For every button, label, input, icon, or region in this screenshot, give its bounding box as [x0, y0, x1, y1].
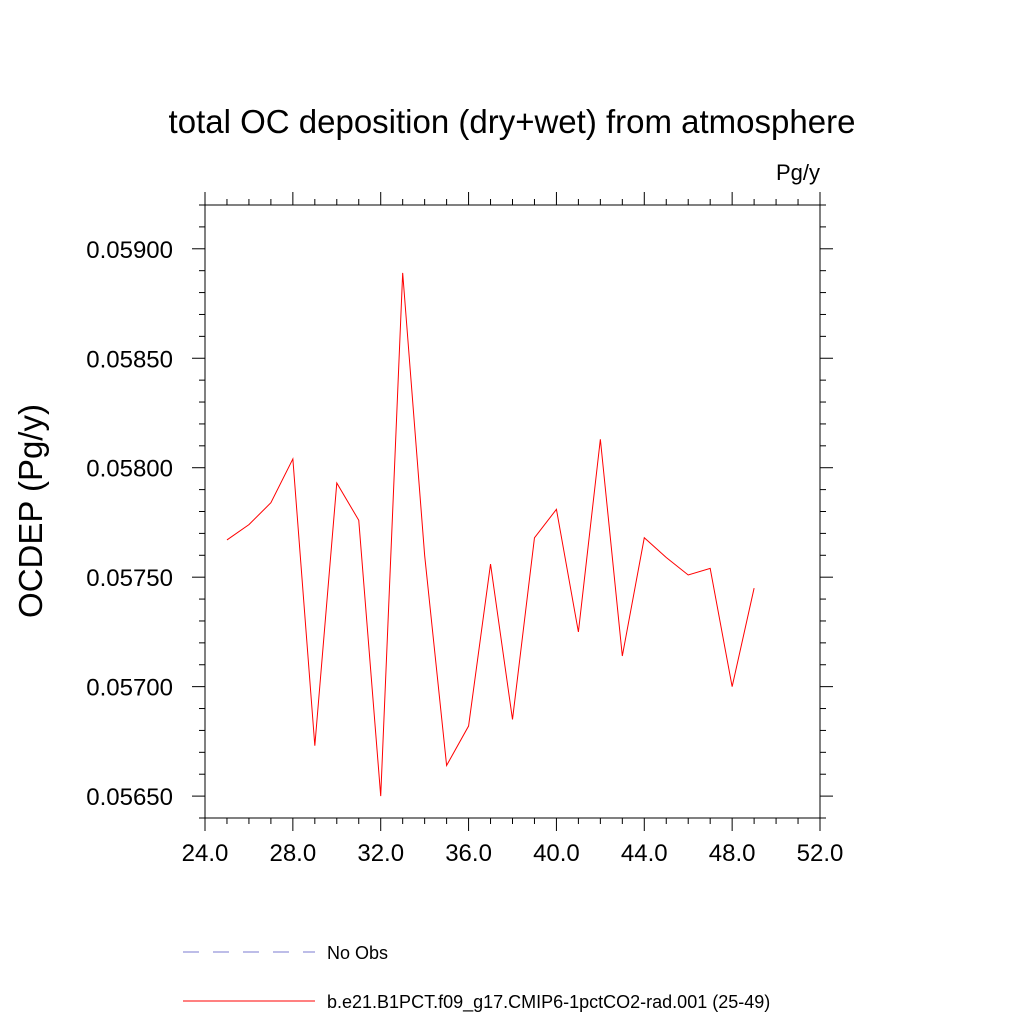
x-tick-label: 44.0 [621, 840, 668, 867]
legend: No Obs b.e21.B1PCT.f09_g17.CMIP6-1pctCO2-… [183, 943, 770, 1013]
legend-label: b.e21.B1PCT.f09_g17.CMIP6-1pctCO2-rad.00… [327, 992, 770, 1013]
chart-title: total OC deposition (dry+wet) from atmos… [169, 103, 856, 140]
y-tick-label: 0.05850 [86, 346, 173, 373]
x-tick-label: 28.0 [269, 840, 316, 867]
x-tick-label: 52.0 [797, 840, 844, 867]
x-tick-label: 48.0 [709, 840, 756, 867]
y-tick-label: 0.05900 [86, 237, 173, 264]
x-tick-label: 32.0 [357, 840, 404, 867]
x-tick-label: 36.0 [445, 840, 492, 867]
y-tick-label: 0.05750 [86, 565, 173, 592]
legend-label: No Obs [327, 943, 388, 963]
y-tick-label: 0.05800 [86, 456, 173, 483]
y-axis-label: OCDEP (Pg/y) [12, 404, 49, 618]
x-tick-label: 40.0 [533, 840, 580, 867]
axis-tick-labels: 24.0 28.0 32.0 36.0 40.0 44.0 48.0 52.0 0.05650 0… [86, 237, 843, 867]
series-line [226, 272, 755, 797]
series-group [226, 272, 755, 797]
units-label: Pg/y [776, 160, 820, 185]
y-tick-label: 0.05700 [86, 675, 173, 702]
x-tick-label: 24.0 [182, 840, 229, 867]
y-tick-label: 0.05650 [86, 784, 173, 811]
axis-ticks [192, 192, 833, 831]
